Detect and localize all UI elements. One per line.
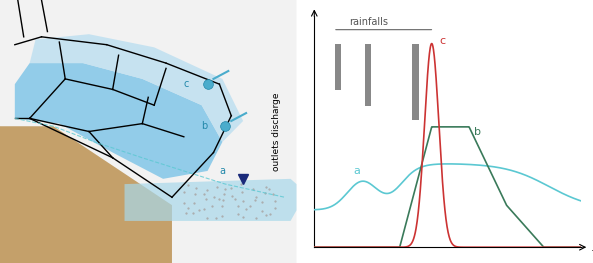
Polygon shape	[30, 34, 243, 142]
Bar	[412, 44, 419, 120]
Polygon shape	[125, 179, 296, 221]
Text: a: a	[353, 166, 361, 176]
Text: a: a	[219, 166, 225, 176]
Bar	[336, 44, 341, 90]
Bar	[365, 44, 371, 106]
Polygon shape	[0, 126, 172, 263]
Polygon shape	[15, 63, 222, 179]
Text: c: c	[184, 79, 189, 89]
Text: b: b	[202, 121, 208, 131]
Polygon shape	[0, 0, 296, 263]
Text: t: t	[592, 249, 593, 259]
Text: rainfalls: rainfalls	[349, 17, 388, 27]
Text: outlets discharge: outlets discharge	[272, 92, 282, 171]
Text: b: b	[474, 127, 481, 137]
Text: c: c	[440, 36, 446, 46]
